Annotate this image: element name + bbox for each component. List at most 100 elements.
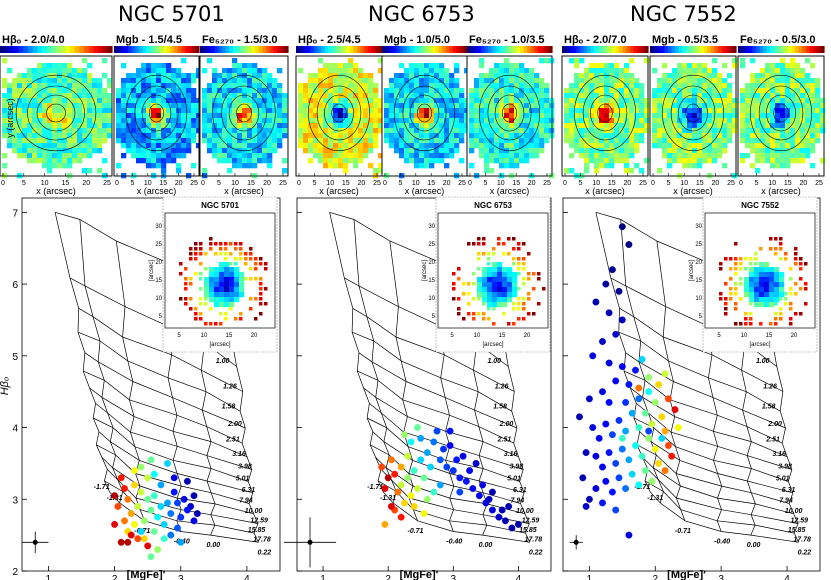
map-pixel (604, 118, 610, 124)
map-pixel (539, 148, 545, 154)
map-pixel (166, 138, 172, 144)
map-pixel (62, 63, 68, 69)
map-pixel (604, 108, 610, 114)
map-pixel (740, 118, 746, 124)
data-point (147, 553, 155, 561)
colorbar-segment (798, 46, 804, 53)
inset-bin (774, 322, 778, 326)
map-pixel (121, 113, 127, 119)
map-pixel (353, 138, 359, 144)
inset-bin (229, 282, 235, 288)
map-pixel (509, 93, 515, 99)
map-pixel (707, 103, 713, 109)
map-pixel (318, 83, 324, 89)
map-pixel (609, 158, 615, 164)
map-pixel (399, 148, 405, 154)
map-pixel (619, 88, 625, 94)
map-pixel (394, 138, 400, 144)
map-pixel (338, 103, 344, 109)
age-label: 1.26 (223, 383, 237, 390)
inset-ytick-label: 25 (695, 242, 702, 248)
map-pixel (42, 158, 48, 164)
map-pixel (687, 123, 693, 129)
map-pixel (7, 123, 13, 129)
map-pixel (702, 83, 708, 89)
map-pixel (662, 143, 668, 149)
model-grid (595, 211, 799, 543)
map-pixel (87, 113, 93, 119)
map-pixel (378, 98, 384, 104)
data-point (144, 474, 152, 482)
map-pixel (604, 88, 610, 94)
map-pixel (262, 143, 268, 149)
map-pixel (52, 83, 58, 89)
map-pixel (599, 118, 605, 124)
map-pixel (328, 108, 334, 114)
map-pixel (589, 108, 595, 114)
map-pixel (207, 133, 213, 139)
map-xtick-label: 10 (326, 180, 334, 187)
inset-xtick-label: 15 (226, 333, 233, 339)
inset-bin (779, 287, 785, 293)
colorbar-segment (498, 46, 504, 53)
map-pixel (146, 88, 152, 94)
map-pixel (37, 153, 43, 159)
map-pixel (32, 88, 38, 94)
map-pixel (72, 153, 78, 159)
map-pixel (564, 113, 570, 119)
inset-bin (512, 257, 516, 261)
map-pixel (629, 103, 635, 109)
map-pixel (765, 98, 771, 104)
map-pixel (544, 88, 550, 94)
map-pixel (202, 68, 208, 74)
map-pixel (247, 63, 253, 69)
map-pixel (504, 88, 510, 94)
map-pixel (62, 113, 68, 119)
map-pixel (499, 153, 505, 159)
map-pixel (262, 78, 268, 84)
map-pixel (780, 78, 786, 84)
map-pixel (186, 123, 192, 129)
map-pixel (186, 128, 192, 134)
map-pixel (176, 163, 182, 169)
inset-bin (769, 322, 773, 326)
map-pixel (740, 98, 746, 104)
map-pixel (479, 113, 485, 119)
map-pixel (574, 123, 580, 129)
map-pixel (232, 153, 238, 159)
map-pixel (584, 143, 590, 149)
map-pixel (785, 68, 791, 74)
map-pixel (765, 83, 771, 89)
map-pixel (740, 58, 746, 64)
map-pixel (378, 108, 384, 114)
index-label: Hβₒ - 2.5/4.5 (298, 34, 361, 46)
map-xtick-label: 20 (263, 180, 271, 187)
map-pixel (732, 113, 738, 119)
map-pixel (242, 163, 248, 169)
map-pixel (333, 108, 339, 114)
map-pixel (504, 63, 510, 69)
map-pixel (156, 93, 162, 99)
map-pixel (146, 118, 152, 124)
map-pixel (121, 128, 127, 134)
map-pixel (544, 83, 550, 89)
map-pixel (574, 143, 580, 149)
map-pixel (614, 108, 620, 114)
map-pixel (644, 158, 650, 164)
inset-bin (512, 282, 518, 288)
age-label: 1.26 (763, 383, 777, 390)
map-pixel (328, 143, 334, 149)
map-pixel (222, 73, 228, 79)
isophote-contour (148, 103, 165, 123)
map-pixel (237, 143, 243, 149)
map-pixel (2, 133, 8, 139)
map-pixel (589, 68, 595, 74)
map-pixel (800, 158, 806, 164)
map-pixel (409, 143, 415, 149)
map-pixel (368, 118, 374, 124)
inset-bin (729, 292, 733, 296)
inset-bin (219, 242, 223, 246)
map-pixel (22, 148, 28, 154)
map-pixel (722, 108, 728, 114)
map-pixel (707, 158, 713, 164)
